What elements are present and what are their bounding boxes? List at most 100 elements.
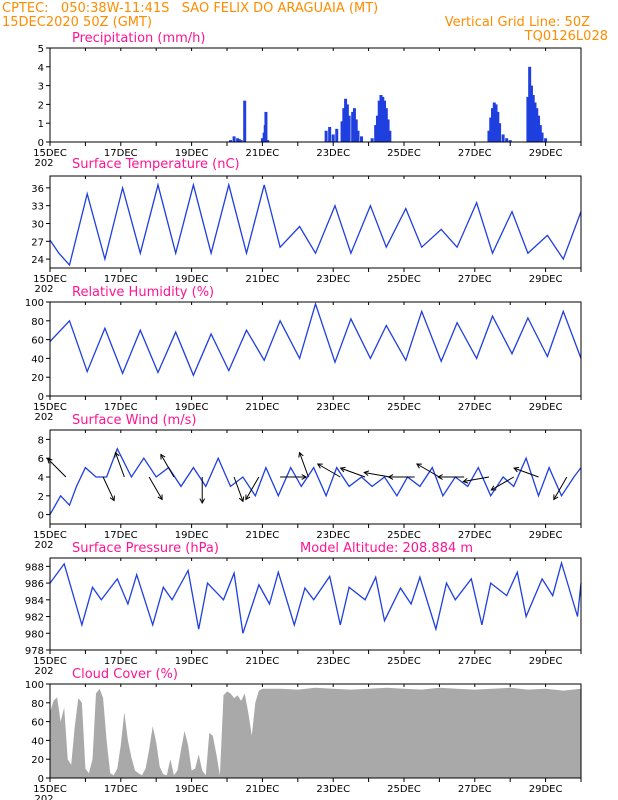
temperature-xtick-label: 17DEC	[104, 274, 138, 285]
precip-bar	[354, 119, 358, 142]
cloud-cover-ytick-label: 0	[38, 774, 44, 785]
pressure-xtick-label: 29DEC	[529, 656, 563, 667]
precipitation-ytick-label: 1	[38, 119, 44, 130]
wind-arrow	[463, 476, 490, 483]
temperature-xtick-label: 21DEC	[246, 274, 280, 285]
temperature-ytick-label: 27	[31, 237, 44, 248]
pressure-ytick-label: 982	[25, 613, 44, 624]
temperature-xtick-label: 25DEC	[387, 274, 421, 285]
precipitation-frame	[49, 47, 582, 143]
wind-arrow	[245, 476, 260, 500]
precip-bar	[344, 98, 348, 142]
wind-ytick-label: 6	[38, 454, 44, 465]
precip-bar	[540, 132, 544, 142]
wind-arrow-head	[316, 463, 323, 469]
precip-bar	[232, 136, 236, 142]
pressure-xtick-label: 17DEC	[104, 656, 138, 667]
precipitation-xtick-label: 23DEC	[316, 148, 350, 159]
precipitation-xtick-label: 27DEC	[458, 148, 492, 159]
humidity-xtick-label: 19DEC	[175, 402, 209, 413]
precip-bar	[384, 108, 388, 142]
precip-bar	[229, 140, 233, 142]
wind-arrow-head	[339, 466, 346, 473]
precip-bar	[335, 128, 339, 142]
pressure-xtick-label: 27DEC	[458, 656, 492, 667]
pressure-title: Surface Pressure (hPa)	[72, 541, 219, 556]
cloud-cover-xtick-label: 23DEC	[316, 784, 350, 795]
cloud-cover-xtick-label: 27DEC	[458, 784, 492, 795]
temperature-xtick-label: 27DEC	[458, 274, 492, 285]
humidity-ytick-label: 40	[31, 354, 44, 365]
cloud-cover-ytick-label: 100	[25, 680, 44, 691]
precipitation-ytick-label: 2	[38, 100, 44, 111]
precip-bar	[498, 123, 502, 142]
cloud-cover-title: Cloud Cover (%)	[72, 667, 178, 682]
cloud-cover-frame	[49, 683, 582, 779]
precipitation-ytick-label: 0	[38, 138, 44, 149]
precip-bar	[538, 125, 542, 142]
humidity-xtick-label: 15DEC	[33, 402, 67, 413]
temperature-year-stub: 202	[34, 284, 53, 295]
temperature-xtick-label: 29DEC	[529, 274, 563, 285]
wind-arrow-head	[462, 478, 469, 484]
humidity-title: Relative Humidity (%)	[72, 285, 214, 300]
temperature-ytick-label: 30	[31, 219, 44, 230]
pressure-ytick-label: 978	[25, 646, 44, 657]
temperature-xtick-label: 19DEC	[175, 274, 209, 285]
precip-bar	[501, 134, 505, 142]
wind-arrow	[233, 476, 244, 502]
precip-bar	[342, 108, 346, 142]
cloud-cover-ytick-label: 40	[31, 736, 44, 747]
precipitation-xtick-label: 15DEC	[33, 148, 67, 159]
wind-arrow-head	[46, 457, 53, 464]
wind-arrow-head	[490, 485, 497, 491]
wind-arrow-head	[109, 495, 115, 502]
precip-bar	[340, 121, 344, 142]
precip-bar	[505, 138, 509, 142]
header-grid-line: Vertical Grid Line: 50Z	[444, 15, 590, 30]
wind-arrow-head	[199, 498, 206, 505]
precip-bar	[489, 117, 493, 142]
header-station: CPTEC: 050:38W-11:41S SAO FELIX DO ARAGU…	[2, 1, 379, 16]
precipitation-xtick-label: 17DEC	[104, 148, 138, 159]
pressure-ytick-label: 988	[25, 562, 44, 573]
cloud-cover-xtick-label: 25DEC	[387, 784, 421, 795]
humidity-xtick-label: 17DEC	[104, 402, 138, 413]
wind-arrow-head	[298, 451, 304, 458]
precipitation-xtick-label: 19DEC	[175, 148, 209, 159]
humidity-frame	[49, 301, 582, 397]
humidity-ytick-label: 100	[25, 298, 44, 309]
wind-arrow	[47, 458, 67, 478]
pressure-xtick-label: 21DEC	[246, 656, 280, 667]
precip-bar	[237, 139, 241, 142]
wind-ytick-label: 4	[38, 473, 44, 484]
precip-bar	[345, 104, 349, 142]
cloud-cover-ytick-label: 60	[31, 718, 44, 729]
temperature-xtick-label: 23DEC	[316, 274, 350, 285]
precip-bar	[388, 130, 392, 142]
wind-arrow-head	[387, 474, 394, 480]
humidity-ytick-label: 80	[31, 317, 44, 328]
humidity-series-line	[49, 301, 582, 377]
wind-arrow-head	[238, 496, 245, 503]
cloud-cover-xtick-label: 29DEC	[529, 784, 563, 795]
precip-bar	[533, 102, 537, 142]
precip-bar	[351, 111, 355, 142]
wind-arrow	[553, 476, 568, 500]
wind-arrow-head	[114, 451, 120, 458]
precipitation-year-stub: 202	[34, 158, 53, 169]
humidity-ytick-label: 0	[38, 392, 44, 403]
pressure-xtick-label: 25DEC	[387, 656, 421, 667]
precip-bar	[260, 138, 264, 142]
precip-bar	[236, 138, 240, 142]
precip-bar	[535, 108, 539, 142]
cloud-cover-xtick-label: 15DEC	[33, 784, 67, 795]
precipitation-xtick-label: 29DEC	[529, 148, 563, 159]
precip-bar	[331, 134, 335, 142]
precip-bar	[243, 100, 247, 142]
wind-year-stub: 202	[34, 540, 53, 551]
precip-bar	[529, 85, 533, 142]
pressure-xtick-label: 23DEC	[316, 656, 350, 667]
wind-xtick-label: 15DEC	[33, 530, 67, 541]
wind-xtick-label: 21DEC	[246, 530, 280, 541]
